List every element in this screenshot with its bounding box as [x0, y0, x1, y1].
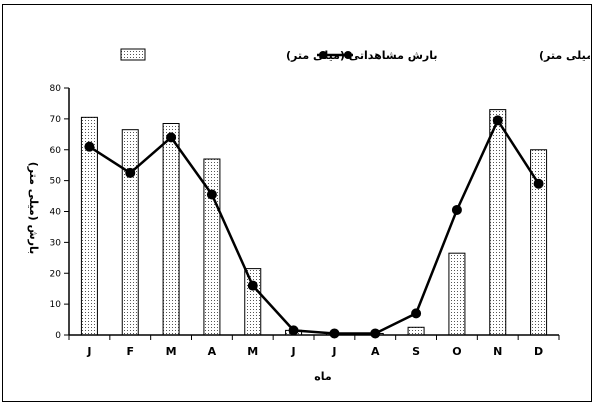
x-tick-label: M [166, 345, 177, 358]
simulated-point [492, 115, 503, 126]
y-tick-label: 80 [50, 84, 62, 94]
x-tick-label: N [493, 345, 502, 358]
simulated-point [411, 308, 422, 319]
y-tick-label: 20 [50, 269, 62, 279]
observed-bar [448, 252, 466, 336]
y-tick-label: 60 [50, 146, 62, 156]
observed-bar [489, 109, 507, 336]
simulated-line [84, 115, 544, 339]
y-tick-label: 70 [50, 115, 62, 125]
legend-label-observed: بارش مشاهداتی (میلی متر) [286, 49, 438, 62]
simulated-point [288, 325, 299, 336]
x-tick-label: M [247, 345, 258, 358]
simulated-point [329, 328, 340, 339]
simulated-point [451, 204, 462, 215]
y-tick-label: 10 [50, 300, 62, 310]
x-tick-label: F [126, 345, 134, 358]
simulated-point [166, 132, 177, 143]
x-tick-label: J [331, 345, 336, 358]
y-tick-label: 50 [50, 177, 62, 187]
simulated-point [533, 178, 544, 189]
x-tick-label: J [86, 345, 91, 358]
x-tick-label: S [412, 345, 420, 358]
simulated-series-line [88, 119, 540, 335]
y-tick-label: 40 [50, 208, 62, 218]
x-tick-label: O [452, 345, 461, 358]
legend-bar-swatch [120, 48, 146, 61]
y-tick-label: 0 [55, 331, 61, 341]
x-tick-label: A [208, 345, 217, 358]
observed-bar [121, 129, 139, 336]
y-axis-title: بارش (میلی متر) [27, 162, 40, 255]
observed-bar [162, 123, 180, 336]
legend-label-simulated: بارش شبیه سازی شده (میلی متر) [539, 49, 590, 62]
legend-item-observed: بارش مشاهداتی (میلی متر) [120, 48, 438, 62]
observed-bar [530, 149, 548, 336]
observed-bar [244, 268, 262, 336]
legend-item-simulated: بارش شبیه سازی شده (میلی متر) [317, 49, 598, 62]
simulated-point [84, 141, 95, 152]
y-tick-label: 30 [50, 238, 62, 248]
x-tick-label: D [534, 345, 543, 358]
simulated-point [247, 280, 258, 291]
precipitation-chart: بارش شبیه سازی شده (میلی متر) بارش مشاهد… [27, 48, 598, 383]
x-tick-label: J [291, 345, 296, 358]
legend: بارش شبیه سازی شده (میلی متر) بارش مشاهد… [120, 48, 598, 62]
simulated-point [206, 189, 217, 200]
observed-bar [407, 326, 425, 336]
x-axis-title: ماه [314, 370, 331, 383]
legend-marker-swatch [344, 51, 352, 59]
simulated-point [370, 328, 381, 339]
legend-marker-swatch [319, 51, 327, 59]
observed-bars [80, 109, 548, 336]
chart-frame: بارش شبیه سازی شده (میلی متر) بارش مشاهد… [2, 4, 598, 402]
y-axis: 0 10 20 30 40 50 60 70 80 [50, 84, 70, 341]
simulated-point [125, 167, 136, 178]
x-tick-label: A [371, 345, 380, 358]
